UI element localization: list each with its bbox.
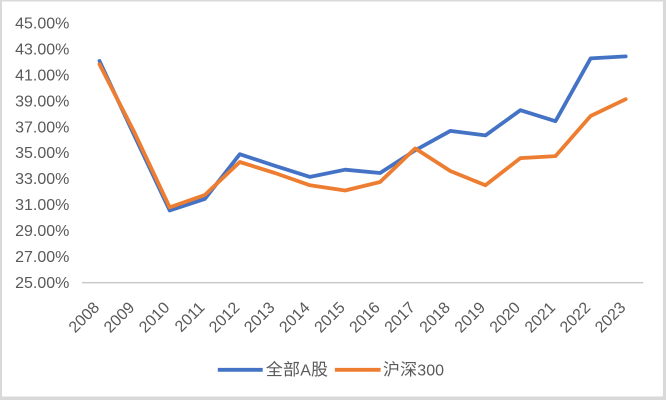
svg-text:300: 300	[417, 362, 444, 379]
svg-text:43.00%: 43.00%	[15, 41, 69, 58]
svg-text:33.00%: 33.00%	[15, 171, 69, 188]
svg-text:39.00%: 39.00%	[15, 93, 69, 110]
svg-text:41.00%: 41.00%	[15, 67, 69, 84]
svg-text:31.00%: 31.00%	[15, 197, 69, 214]
svg-text:35.00%: 35.00%	[15, 145, 69, 162]
svg-text:37.00%: 37.00%	[15, 119, 69, 136]
svg-text:29.00%: 29.00%	[15, 223, 69, 240]
svg-text:27.00%: 27.00%	[15, 249, 69, 266]
svg-text:45.00%: 45.00%	[15, 16, 69, 33]
svg-text:A: A	[300, 362, 311, 379]
svg-text:25.00%: 25.00%	[15, 275, 69, 292]
